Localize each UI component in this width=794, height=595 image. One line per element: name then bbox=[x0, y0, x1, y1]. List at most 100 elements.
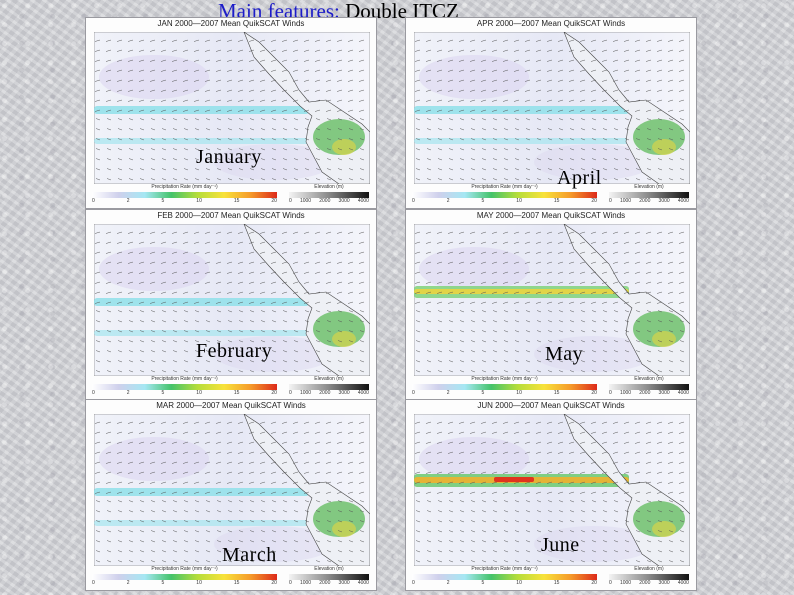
precip-tick-label: 0 bbox=[412, 580, 415, 586]
precip-tick-label: 2 bbox=[126, 580, 130, 586]
panel-jan: JAN 2000—2007 Mean QuikSCAT Winds Precip… bbox=[86, 18, 376, 208]
precip-tick-label: 5 bbox=[481, 198, 485, 204]
precip-tick-label: 5 bbox=[481, 390, 485, 396]
elev-tick-label: 3000 bbox=[338, 198, 350, 204]
precip-colorbar: Precipitation Rate (mm day⁻¹) 0 2 5 10 15 20 bbox=[92, 184, 277, 205]
land-precip bbox=[332, 521, 356, 537]
panel-header: MAR 2000—2007 Mean QuikSCAT Winds bbox=[156, 401, 306, 410]
precip-colorbar-ramp bbox=[92, 192, 277, 198]
elev-tick-label: 2000 bbox=[639, 198, 651, 204]
precip-tick-label: 5 bbox=[481, 580, 485, 586]
precip-tick-label: 15 bbox=[553, 580, 560, 586]
panel-header: APR 2000—2007 Mean QuikSCAT Winds bbox=[476, 19, 626, 28]
month-label-may: May bbox=[545, 343, 584, 365]
elev-colorbar-label: Elevation (m) bbox=[314, 566, 344, 572]
precip-tick-label: 0 bbox=[412, 390, 415, 396]
elev-colorbar: Elevation (m) 0 1000 2000 3000 4000 bbox=[289, 184, 369, 205]
precip-colorbar: Precipitation Rate (mm day⁻¹) 0 2 5 10 15 20 bbox=[412, 184, 597, 205]
precip-tick-label: 5 bbox=[161, 198, 165, 204]
cloud-shading bbox=[419, 437, 529, 481]
month-label-january: January bbox=[196, 146, 262, 168]
panel-apr: APR 2000—2007 Mean QuikSCAT Winds Precip… bbox=[406, 18, 696, 208]
panel-header: MAY 2000—2007 Mean QuikSCAT Winds bbox=[476, 211, 626, 220]
elev-tick-label: 3000 bbox=[658, 198, 670, 204]
elev-tick-label: 0 bbox=[609, 198, 612, 204]
elev-colorbar: Elevation (m) 0 1000 2000 3000 4000 bbox=[609, 566, 689, 587]
precip-tick-label: 0 bbox=[92, 390, 95, 396]
precip-tick-label: 15 bbox=[233, 390, 240, 396]
elev-colorbar-ticks: 0 1000 2000 3000 4000 bbox=[289, 198, 369, 205]
cloud-shading bbox=[214, 144, 334, 180]
precip-tick-label: 5 bbox=[161, 390, 165, 396]
elev-colorbar-ticks: 0 1000 2000 3000 4000 bbox=[289, 390, 369, 397]
precip-colorbar-ramp bbox=[92, 574, 277, 580]
south-itcz-band bbox=[414, 138, 629, 144]
panel-header: FEB 2000—2007 Mean QuikSCAT Winds bbox=[157, 211, 305, 220]
precip-colorbar-ticks: 0 2 5 10 15 20 bbox=[92, 580, 277, 587]
precip-colorbar-label: Precipitation Rate (mm day⁻¹) bbox=[471, 184, 538, 190]
elev-colorbar-ticks: 0 1000 2000 3000 4000 bbox=[289, 580, 369, 587]
elev-colorbar: Elevation (m) 0 1000 2000 3000 4000 bbox=[609, 376, 689, 397]
precip-tick-label: 20 bbox=[591, 580, 597, 586]
land-precip bbox=[332, 139, 356, 155]
elev-tick-label: 4000 bbox=[357, 390, 369, 396]
precip-colorbar: Precipitation Rate (mm day⁻¹) 0 2 5 10 15 20 bbox=[412, 376, 597, 397]
wind-vectors bbox=[414, 39, 685, 181]
precip-wind-map bbox=[94, 224, 370, 376]
colorbar: Precipitation Rate (mm day⁻¹) 0 2 5 10 15 20 El… bbox=[406, 184, 696, 208]
panel-header: JUN 2000—2007 Mean QuikSCAT Winds bbox=[477, 401, 625, 410]
precip-tick-label: 15 bbox=[553, 198, 560, 204]
wind-vectors bbox=[94, 231, 365, 373]
precip-colorbar-ticks: 0 2 5 10 15 20 bbox=[412, 580, 597, 587]
elev-colorbar-ramp bbox=[609, 574, 689, 580]
precip-tick-label: 2 bbox=[446, 198, 450, 204]
land-precip bbox=[652, 521, 676, 537]
cloud-shading bbox=[99, 247, 209, 291]
precip-tick-label: 10 bbox=[516, 198, 522, 204]
elev-colorbar-ramp bbox=[609, 384, 689, 390]
precip-tick-label: 15 bbox=[233, 580, 240, 586]
elev-tick-label: 2000 bbox=[319, 198, 331, 204]
elev-tick-label: 4000 bbox=[677, 198, 689, 204]
elev-colorbar: Elevation (m) 0 1000 2000 3000 4000 bbox=[609, 184, 689, 205]
elev-colorbar-label: Elevation (m) bbox=[634, 566, 664, 572]
title-lead: Main features: bbox=[218, 0, 340, 23]
north-itcz-band bbox=[94, 488, 309, 496]
elev-tick-label: 0 bbox=[609, 390, 612, 396]
slide-title: Main features: Double ITCZ bbox=[218, 0, 459, 24]
cloud-shading bbox=[99, 55, 209, 99]
panel-feb: FEB 2000—2007 Mean QuikSCAT Winds Precip… bbox=[86, 210, 376, 400]
north-itcz-band bbox=[94, 298, 309, 306]
elev-colorbar-ramp bbox=[289, 574, 369, 580]
precip-colorbar-ticks: 0 2 5 10 15 20 bbox=[92, 198, 277, 205]
elev-tick-label: 3000 bbox=[338, 580, 350, 586]
precip-colorbar-ramp bbox=[412, 384, 597, 390]
elev-tick-label: 0 bbox=[289, 580, 292, 586]
precip-tick-label: 15 bbox=[553, 390, 560, 396]
elev-tick-label: 0 bbox=[289, 390, 292, 396]
precip-tick-label: 0 bbox=[92, 580, 95, 586]
precip-tick-label: 2 bbox=[446, 580, 450, 586]
elev-tick-label: 1000 bbox=[619, 390, 632, 396]
precip-colorbar-ramp bbox=[92, 384, 277, 390]
land-precip bbox=[652, 139, 676, 155]
cloud-shading bbox=[419, 247, 529, 291]
south-itcz-band bbox=[94, 330, 309, 336]
elev-colorbar-label: Elevation (m) bbox=[314, 376, 344, 382]
elev-colorbar-ticks: 0 1000 2000 3000 4000 bbox=[609, 198, 689, 205]
elev-tick-label: 1000 bbox=[299, 580, 312, 586]
month-label-june: June bbox=[541, 534, 580, 556]
precip-tick-label: 10 bbox=[516, 580, 522, 586]
precip-colorbar: Precipitation Rate (mm day⁻¹) 0 2 5 10 15 20 bbox=[92, 376, 277, 397]
elev-tick-label: 1000 bbox=[299, 390, 312, 396]
precip-tick-label: 2 bbox=[126, 198, 130, 204]
north-itcz-band bbox=[414, 106, 629, 114]
elev-colorbar-label: Elevation (m) bbox=[634, 184, 664, 190]
wind-vectors bbox=[414, 421, 685, 563]
precip-tick-label: 0 bbox=[412, 198, 415, 204]
cloud-shading bbox=[419, 55, 529, 99]
precip-wind-map bbox=[94, 414, 370, 566]
month-label-march: March bbox=[222, 544, 277, 566]
elev-tick-label: 1000 bbox=[619, 580, 632, 586]
precip-tick-label: 20 bbox=[271, 198, 277, 204]
